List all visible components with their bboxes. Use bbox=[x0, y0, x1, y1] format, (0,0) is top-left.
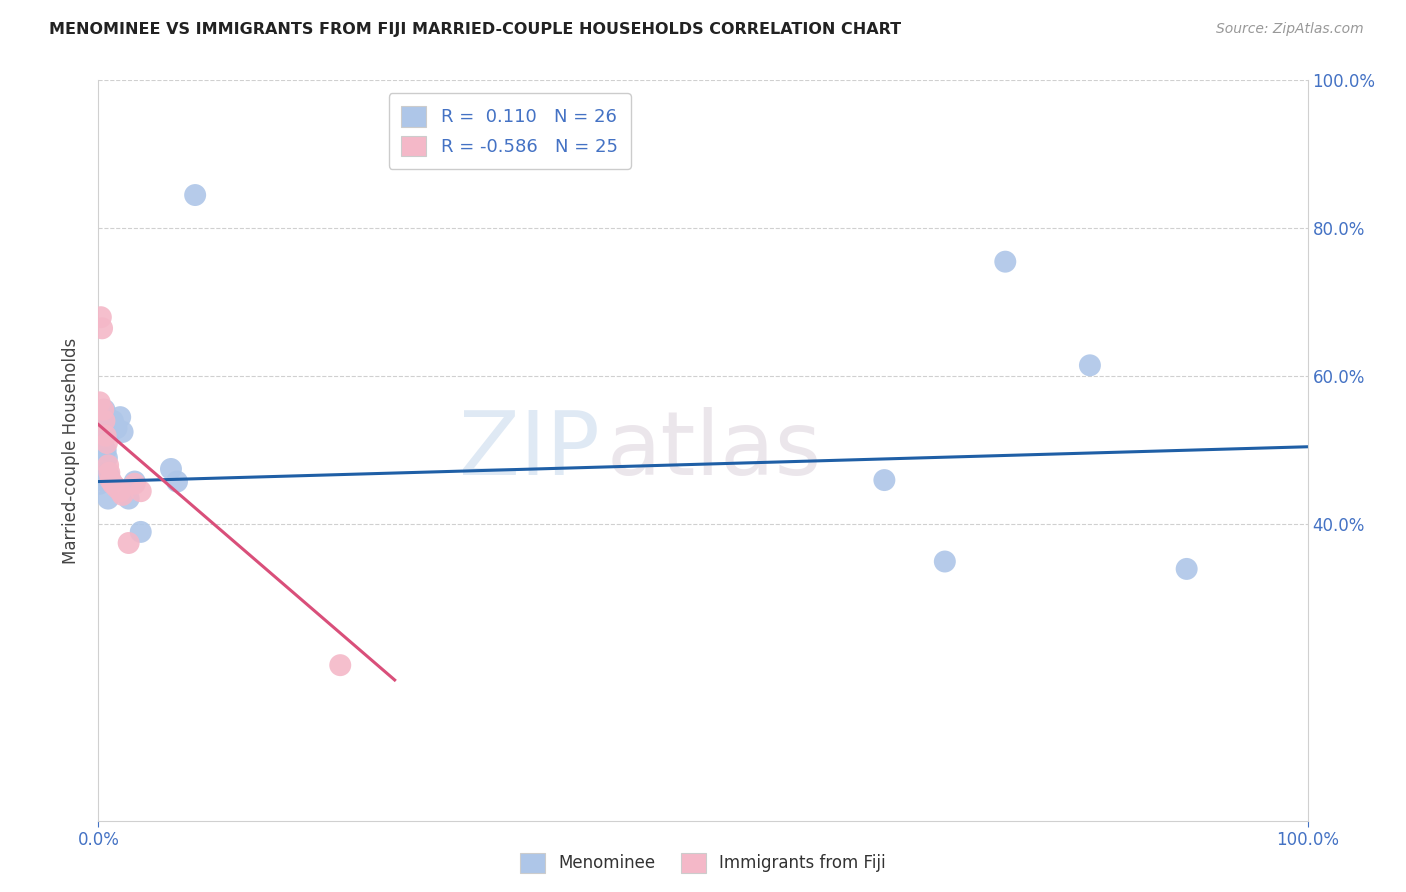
Point bbox=[90, 466, 112, 480]
Point bbox=[101, 476, 124, 491]
Point bbox=[329, 658, 352, 673]
Y-axis label: Married-couple Households: Married-couple Households bbox=[62, 337, 80, 564]
Point bbox=[91, 321, 114, 335]
Point bbox=[129, 524, 152, 539]
Point bbox=[108, 484, 131, 499]
Point bbox=[93, 414, 115, 428]
Text: atlas: atlas bbox=[606, 407, 821, 494]
Text: Source: ZipAtlas.com: Source: ZipAtlas.com bbox=[1216, 22, 1364, 37]
Point bbox=[160, 462, 183, 476]
Point bbox=[100, 473, 122, 487]
Legend: R =  0.110   N = 26, R = -0.586   N = 25: R = 0.110 N = 26, R = -0.586 N = 25 bbox=[388, 93, 630, 169]
Point bbox=[111, 425, 134, 439]
Point bbox=[96, 436, 118, 450]
Point bbox=[1175, 562, 1198, 576]
Text: MENOMINEE VS IMMIGRANTS FROM FIJI MARRIED-COUPLE HOUSEHOLDS CORRELATION CHART: MENOMINEE VS IMMIGRANTS FROM FIJI MARRIE… bbox=[49, 22, 901, 37]
Point bbox=[105, 421, 128, 435]
Point bbox=[873, 473, 896, 487]
Point bbox=[111, 488, 134, 502]
Point bbox=[105, 480, 128, 494]
Point bbox=[97, 491, 120, 506]
Point bbox=[124, 476, 146, 491]
Point bbox=[118, 536, 141, 550]
Point bbox=[934, 555, 956, 569]
Point bbox=[96, 450, 118, 465]
Point bbox=[108, 410, 131, 425]
Point bbox=[97, 458, 120, 473]
Point bbox=[91, 402, 114, 417]
Point bbox=[184, 188, 207, 202]
Legend: Menominee, Immigrants from Fiji: Menominee, Immigrants from Fiji bbox=[513, 847, 893, 880]
Point bbox=[124, 475, 146, 489]
Point bbox=[994, 254, 1017, 268]
Point bbox=[1078, 359, 1101, 373]
Point bbox=[94, 428, 117, 442]
Point bbox=[93, 402, 115, 417]
Point bbox=[89, 395, 111, 409]
Point bbox=[91, 473, 114, 487]
Point bbox=[89, 476, 111, 491]
Point bbox=[94, 443, 117, 458]
Text: ZIP: ZIP bbox=[460, 407, 600, 494]
Point bbox=[118, 491, 141, 506]
Point bbox=[129, 484, 152, 499]
Point bbox=[90, 310, 112, 325]
Point bbox=[166, 475, 188, 489]
Point bbox=[100, 475, 122, 489]
Point bbox=[91, 421, 114, 435]
Point bbox=[98, 469, 121, 483]
Point bbox=[101, 414, 124, 428]
Point bbox=[98, 466, 121, 480]
